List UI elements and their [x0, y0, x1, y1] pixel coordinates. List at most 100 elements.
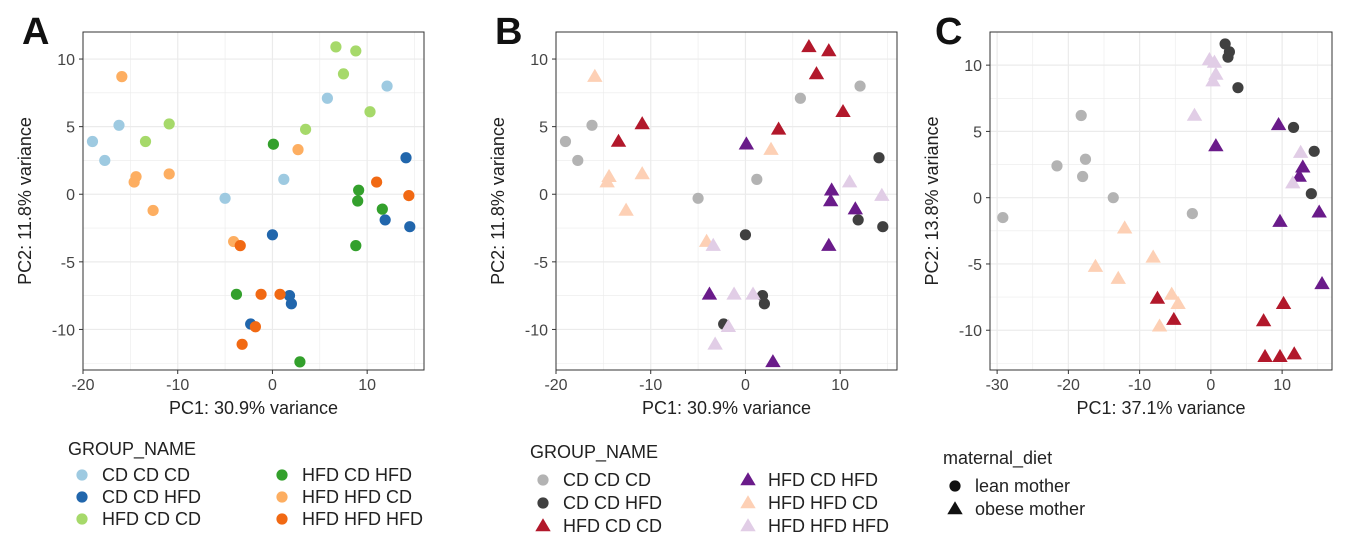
panel-letter: C [935, 11, 962, 53]
data-point [1287, 121, 1300, 134]
legend-key [76, 513, 88, 525]
data-point [1275, 295, 1292, 310]
data-point [823, 182, 840, 196]
data-point [758, 298, 770, 310]
data-point [116, 71, 128, 83]
legend-label: CD CD HFD [563, 493, 662, 513]
data-point [352, 195, 364, 207]
x-tick-label: -10 [166, 377, 189, 394]
series-hfd-cd-cd [139, 41, 376, 148]
legend-label: HFD CD CD [102, 509, 201, 529]
data-point [1149, 290, 1166, 304]
data-point [1255, 313, 1272, 327]
data-point [559, 135, 572, 148]
data-point [1208, 138, 1224, 152]
data-point [822, 193, 839, 207]
y-axis-label: PC2: 11.8% variance [488, 117, 508, 285]
data-point [634, 166, 650, 180]
legend-key [740, 495, 756, 509]
data-point [1311, 204, 1327, 218]
data-point [1107, 192, 1119, 204]
data-point [1272, 213, 1288, 227]
data-point [634, 116, 650, 130]
legend-label: HFD HFD HFD [768, 516, 889, 536]
legend-key [76, 491, 88, 503]
data-point [808, 66, 825, 80]
series-hfd-cd-hfd [701, 136, 864, 368]
data-point [1170, 295, 1186, 310]
legend-label: HFD HFD HFD [302, 509, 423, 529]
x-tick-label: 10 [831, 377, 849, 394]
data-point [1314, 276, 1330, 290]
data-point [274, 288, 286, 300]
data-point [86, 135, 99, 148]
y-tick-label: 0 [66, 187, 75, 204]
data-point [139, 135, 152, 148]
y-tick-label: 0 [539, 187, 548, 204]
data-point [400, 152, 412, 164]
data-point [1208, 66, 1224, 80]
data-point [801, 39, 817, 53]
data-point [1272, 348, 1288, 363]
y-tick-label: 5 [973, 124, 982, 141]
data-point [821, 237, 837, 251]
panel-c: C -30 -20 -10 0 10 -10 -5 0 5 10 PC1: 37.1% varianc… [922, 11, 1333, 519]
legend-label: CD CD HFD [102, 487, 201, 507]
data-point [379, 214, 391, 226]
data-point [1308, 145, 1320, 157]
data-point [230, 288, 243, 300]
legend-label: lean mother [975, 476, 1070, 496]
y-tick-label: 5 [66, 120, 75, 137]
series-hfd-cd-hfd [230, 138, 388, 368]
data-point [278, 173, 290, 185]
data-point [364, 106, 376, 118]
y-tick-label: -5 [968, 257, 982, 274]
data-point [321, 92, 333, 104]
legend-key [947, 501, 963, 515]
data-point [113, 119, 125, 131]
series-hfd-hfd-cd [116, 71, 304, 248]
x-tick-label: -20 [71, 377, 94, 394]
y-tick-label: 10 [530, 52, 548, 69]
legend-title: GROUP_NAME [530, 442, 658, 463]
data-point [255, 288, 267, 300]
data-point [350, 45, 362, 57]
legend-key [740, 518, 756, 532]
data-point [1051, 160, 1063, 172]
panel-letter: B [495, 11, 522, 53]
legend-label: HFD HFD CD [768, 493, 878, 513]
legend-label: CD CD CD [102, 465, 190, 485]
data-point [1151, 318, 1168, 332]
legend-key [276, 491, 288, 503]
gridlines [555, 32, 897, 370]
data-point [854, 80, 866, 92]
data-point [99, 154, 111, 167]
data-point [763, 141, 779, 155]
data-point [1291, 168, 1307, 182]
data-point [249, 321, 261, 333]
data-point [1285, 175, 1301, 189]
x-axis-label: PC1: 30.9% variance [169, 398, 338, 418]
data-point [835, 103, 851, 118]
data-point [1116, 220, 1133, 234]
data-point [587, 68, 603, 82]
data-point [376, 203, 388, 215]
data-point [877, 221, 889, 233]
legend-label: obese mother [975, 499, 1085, 519]
legend-key [537, 474, 549, 486]
data-point [1205, 73, 1221, 87]
data-point [618, 202, 634, 216]
data-point [219, 192, 231, 204]
y-tick-label: 10 [964, 58, 982, 75]
y-tick-label: -10 [959, 323, 982, 340]
series-hfd-hfd-hfd [234, 176, 415, 350]
data-point [610, 133, 627, 147]
data-point [751, 173, 763, 185]
legend-title: GROUP_NAME [68, 439, 196, 460]
data-point [841, 174, 858, 188]
data-point [1286, 346, 1302, 360]
data-point [586, 119, 598, 131]
y-tick-label: 0 [973, 191, 982, 208]
data-point [404, 221, 416, 233]
data-point [770, 121, 787, 135]
